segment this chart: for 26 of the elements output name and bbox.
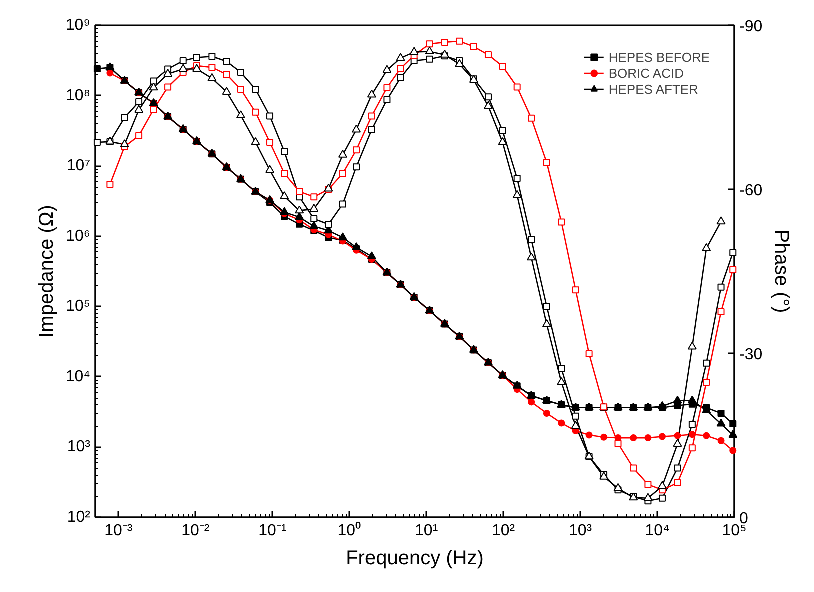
x-tick-label: 10⁵ <box>722 522 747 540</box>
y2-tick-label: -90 <box>740 18 763 36</box>
x-tick-label: 10⁻¹ <box>258 522 287 540</box>
x-tick-label: 10⁴ <box>645 522 670 540</box>
legend-label: HEPES AFTER <box>608 81 698 97</box>
y-axis-title: Impedance (Ω) <box>36 205 58 338</box>
x-tick-label: 10⁻² <box>182 522 210 540</box>
legend-label: BORIC ACID <box>608 65 684 81</box>
y-tick-label: 10⁶ <box>66 228 91 245</box>
y-tick-label: 10⁸ <box>66 87 90 104</box>
y-tick-label: 10⁴ <box>66 368 91 386</box>
x-tick-label: 10³ <box>568 522 593 540</box>
x-tick-label: 10⁰ <box>338 522 362 540</box>
y-tick-label: 10³ <box>67 438 92 456</box>
y-tick-label: 10⁵ <box>66 298 91 316</box>
x-tick-label: 10¹ <box>415 522 438 540</box>
x-tick-label: 10² <box>492 522 516 540</box>
legend-label: HEPES BEFORE <box>608 49 710 65</box>
y2-tick-label: -30 <box>740 346 763 364</box>
x-tick-label: 10⁻³ <box>104 522 134 540</box>
y2-axis-title: Phase (°) <box>770 230 793 314</box>
y-tick-label: 10⁹ <box>66 17 91 34</box>
y-tick-label: 10⁷ <box>66 158 91 175</box>
y2-tick-label: -60 <box>740 182 763 200</box>
y-tick-label: 10² <box>67 509 92 526</box>
x-axis-title: Frequency (Hz) <box>346 548 484 570</box>
